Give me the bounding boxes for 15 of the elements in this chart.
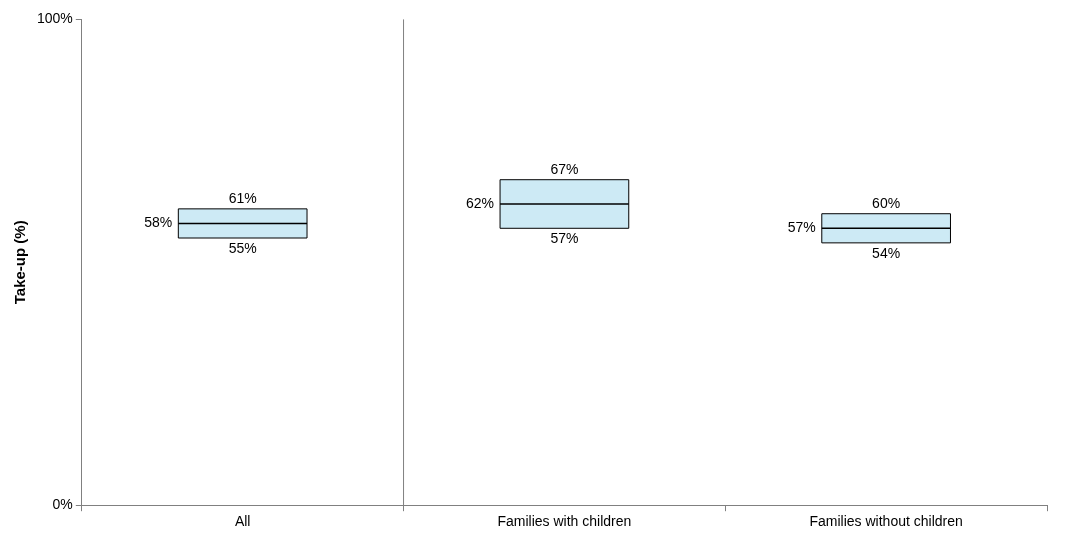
annotation: 67%	[550, 160, 579, 177]
annotation: 61%	[228, 189, 257, 206]
annotation: 55%	[228, 239, 257, 256]
y-tick-label: 100%	[36, 10, 73, 27]
annotation: 57%	[550, 230, 579, 247]
x-tick-label: Families with children	[497, 513, 632, 530]
annotation: 57%	[787, 219, 816, 236]
y-tick-label: 0%	[52, 496, 73, 513]
annotation: 62%	[466, 194, 495, 211]
x-tick-label: All	[234, 513, 251, 530]
annotation: 54%	[872, 244, 901, 261]
annotation: 58%	[144, 214, 173, 231]
annotation: 60%	[872, 194, 901, 211]
y-axis-title: Take-up (%)	[11, 220, 29, 305]
x-tick-label: Families without children	[809, 513, 963, 530]
